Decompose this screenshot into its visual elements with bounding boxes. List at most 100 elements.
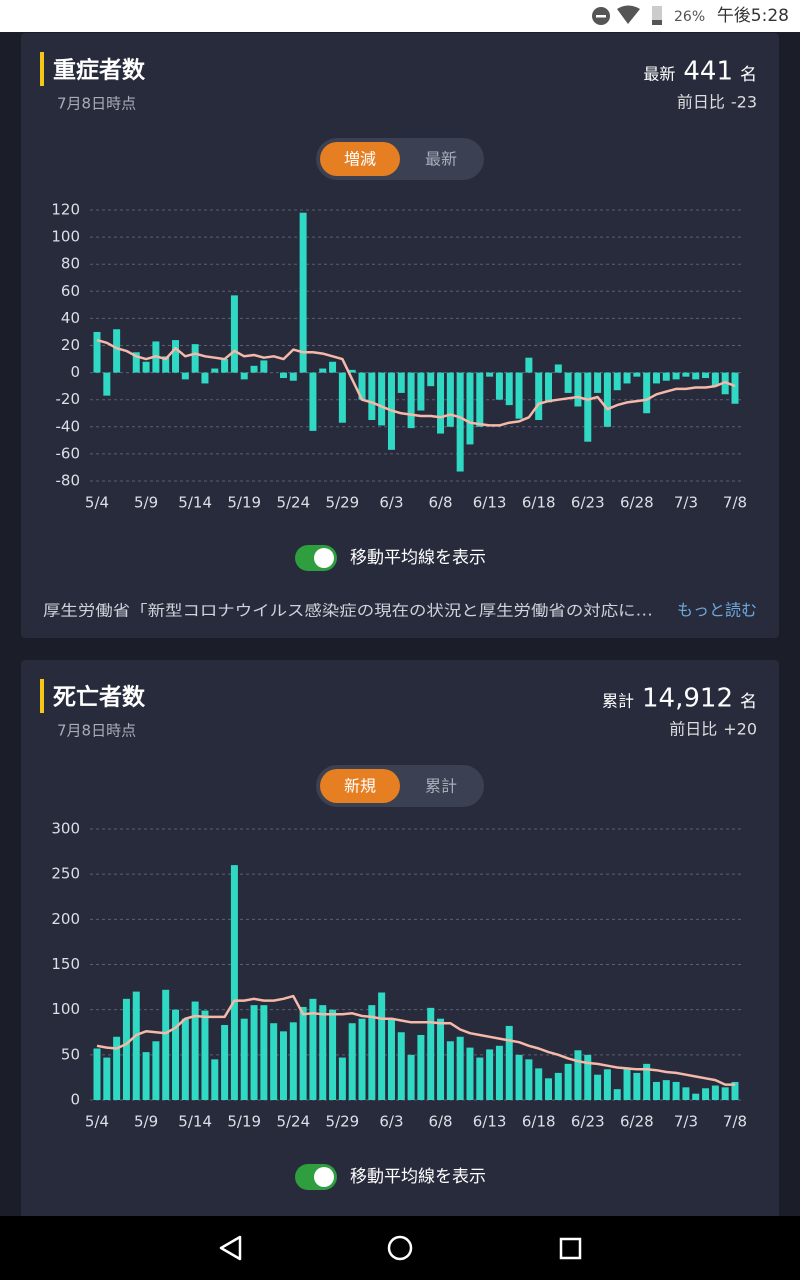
bar — [201, 372, 209, 384]
bar — [437, 372, 445, 434]
switch-label: 移動平均線を表示 — [350, 1167, 486, 1187]
as-of-date: 7月8日時点 — [57, 722, 136, 740]
bar — [554, 364, 562, 373]
total-value: 441 — [683, 57, 733, 87]
bar — [240, 1018, 248, 1100]
bar — [230, 865, 238, 1100]
x-tick-label: 6/28 — [620, 1113, 654, 1131]
bar — [132, 991, 140, 1100]
title-accent — [40, 52, 44, 86]
bar — [731, 1081, 739, 1100]
x-tick-label: 6/3 — [379, 494, 403, 512]
bar — [466, 372, 474, 445]
tab[interactable]: 新規 — [344, 777, 376, 796]
x-tick-label: 5/9 — [134, 1113, 158, 1131]
bar — [221, 1025, 229, 1100]
bar — [250, 1005, 258, 1100]
bar — [348, 1023, 356, 1100]
bar — [397, 1032, 405, 1100]
battery-icon — [652, 6, 662, 25]
card — [21, 660, 779, 1280]
x-tick-label: 5/9 — [134, 494, 158, 512]
bar — [486, 372, 494, 377]
battery-percent: 26% — [674, 9, 705, 25]
bar — [427, 1007, 435, 1100]
bar — [643, 372, 651, 414]
x-tick-label: 6/23 — [571, 494, 605, 512]
bar — [682, 1087, 690, 1100]
bar — [309, 372, 317, 431]
bar — [221, 359, 229, 373]
tab-active[interactable] — [320, 769, 400, 803]
bar — [495, 372, 503, 400]
dnd-bar — [596, 15, 606, 18]
bar — [417, 372, 425, 411]
recents-button[interactable] — [559, 1237, 582, 1260]
tab-active[interactable] — [320, 142, 400, 176]
bar — [554, 1072, 562, 1100]
bar — [299, 212, 307, 373]
y-tick-label: 120 — [51, 201, 80, 219]
bar — [731, 372, 739, 404]
bar — [338, 1057, 346, 1100]
bar — [240, 372, 248, 380]
switch-knob[interactable] — [314, 1167, 334, 1187]
tab[interactable]: 増減 — [344, 150, 376, 169]
bar — [162, 356, 170, 373]
x-tick-label: 6/18 — [522, 494, 556, 512]
bar — [172, 340, 180, 373]
bar — [692, 1093, 700, 1100]
bar — [172, 1009, 180, 1100]
bar — [113, 329, 121, 373]
card-title: 死亡者数 — [53, 684, 146, 711]
bar — [545, 372, 553, 403]
bar — [594, 1074, 602, 1100]
switch-knob[interactable] — [314, 548, 334, 568]
bar — [289, 1022, 297, 1100]
bar — [329, 361, 337, 373]
bar — [662, 372, 670, 381]
bar — [181, 372, 189, 380]
bar — [437, 1018, 445, 1100]
bar — [692, 372, 700, 380]
as-of-date: 7月8日時点 — [57, 95, 136, 113]
back-button[interactable] — [219, 1235, 242, 1261]
bar — [652, 1081, 660, 1100]
x-tick-label: 5/14 — [178, 1113, 212, 1131]
bar — [584, 1054, 592, 1100]
bar — [594, 372, 602, 393]
bar — [515, 372, 523, 419]
bar — [486, 1049, 494, 1100]
bar — [103, 372, 111, 396]
tab[interactable]: 累計 — [425, 777, 457, 796]
x-tick-label: 5/19 — [227, 1113, 261, 1131]
bar — [721, 1087, 729, 1100]
x-tick-label: 7/8 — [723, 1113, 747, 1131]
bar — [142, 1052, 150, 1100]
read-more-link[interactable]: もっと読む — [677, 601, 757, 620]
bar — [250, 365, 258, 373]
unit: 名 — [740, 65, 757, 85]
tab[interactable]: 最新 — [425, 150, 457, 169]
bar — [348, 369, 356, 373]
bar — [623, 372, 631, 384]
bar — [476, 1057, 484, 1100]
bar — [93, 331, 101, 373]
switch-label: 移動平均線を表示 — [350, 548, 486, 568]
y-tick-label: 50 — [61, 1045, 80, 1063]
y-tick-label: 300 — [51, 820, 80, 838]
home-button[interactable] — [387, 1235, 413, 1261]
y-tick-label: 100 — [51, 228, 80, 246]
bar — [545, 1078, 553, 1100]
bar — [191, 1001, 199, 1100]
bar — [702, 1088, 710, 1100]
y-tick-label: 0 — [70, 1091, 80, 1109]
y-tick-label: -40 — [56, 417, 81, 435]
y-tick-label: 80 — [61, 255, 80, 273]
x-tick-label: 6/13 — [473, 1113, 507, 1131]
bar — [495, 1045, 503, 1100]
diff-label: 前日比 — [677, 93, 725, 112]
bar — [643, 1063, 651, 1100]
moving-average-line — [96, 994, 735, 1086]
